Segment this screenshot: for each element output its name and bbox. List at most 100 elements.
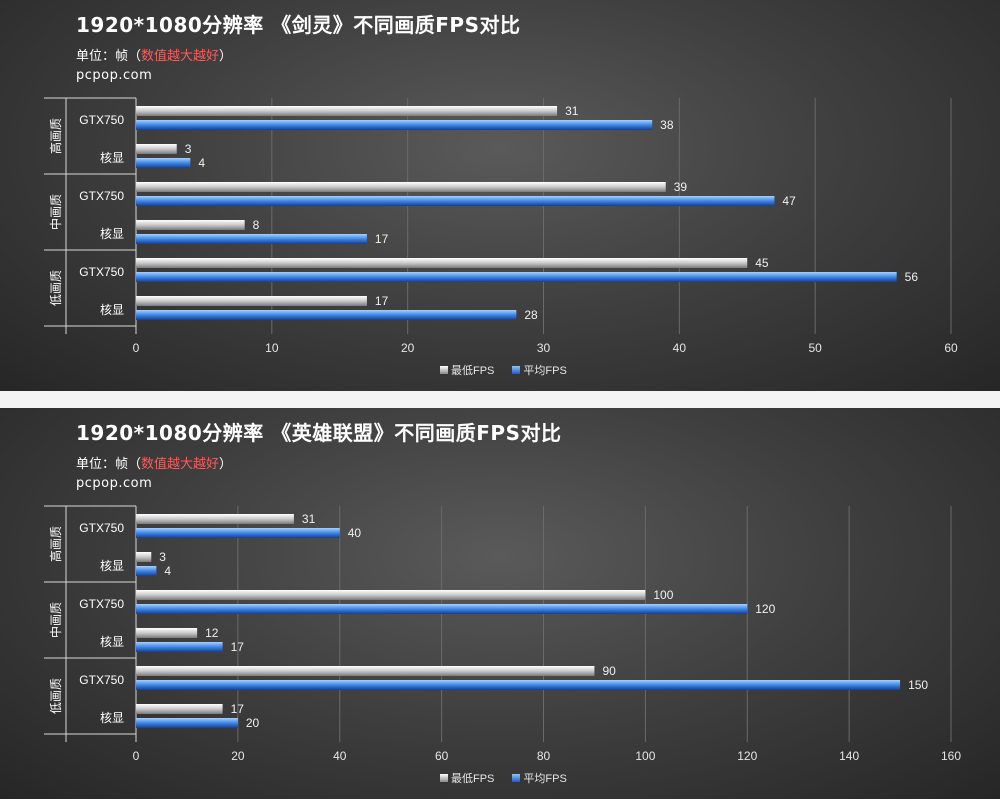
chart-title: 1920*1080分辨率 《剑灵》不同画质FPS对比 <box>76 13 521 37</box>
data-label: 12 <box>205 626 219 640</box>
category-label: GTX750 <box>79 597 124 611</box>
chart-panel-lol: 1920*1080分辨率 《英雄联盟》不同画质FPS对比 单位：帧（数值越大越好… <box>0 408 1000 799</box>
legend-swatch-avg <box>512 366 521 374</box>
category-label: GTX750 <box>79 113 124 127</box>
x-tick-label: 40 <box>673 341 687 355</box>
legend: 最低FPS 平均FPS <box>440 362 567 378</box>
category-label: 核显 <box>100 227 124 241</box>
bar-avg-fps <box>136 234 367 244</box>
legend-item-min: 最低FPS <box>440 362 494 378</box>
panel-divider <box>0 391 1000 408</box>
x-tick-label: 0 <box>133 341 140 355</box>
bar-avg-fps <box>136 566 157 576</box>
site-label: pcpop.com <box>76 68 153 83</box>
x-tick-label: 0 <box>133 749 140 763</box>
category-label: GTX750 <box>79 265 124 279</box>
site-label: pcpop.com <box>76 476 153 491</box>
data-label: 100 <box>653 588 673 602</box>
bar-min-fps <box>136 144 177 154</box>
unit-close: ） <box>219 457 233 472</box>
legend-item-avg: 平均FPS <box>512 362 567 378</box>
legend: 最低FPS 平均FPS <box>440 770 567 786</box>
bar-min-fps <box>136 590 646 600</box>
data-label: 17 <box>375 294 389 308</box>
bar-chart: 0 20 40 60 80 100 120 140 160 高画质 GTX750 31 40 核显 34 中画… <box>44 505 961 763</box>
x-tick-label: 100 <box>635 749 655 763</box>
bar-avg-fps <box>136 528 340 538</box>
category-label: GTX750 <box>79 189 124 203</box>
legend-label-avg: 平均FPS <box>523 365 567 377</box>
x-tick-label: 50 <box>808 341 822 355</box>
category-label: GTX750 <box>79 673 124 687</box>
bar-chart: 0 10 20 30 40 50 60 高画质 GTX750 31 38 核显 34 中画质 GTX750 3… <box>44 97 958 355</box>
category-label: 核显 <box>100 151 124 165</box>
bar-min-fps <box>136 106 558 116</box>
data-label: 3 <box>185 142 192 156</box>
bar-min-fps <box>136 220 245 230</box>
data-label: 40 <box>348 526 362 540</box>
data-label: 47 <box>782 194 796 208</box>
x-tick-label: 10 <box>265 341 279 355</box>
legend-item-avg: 平均FPS <box>512 770 567 786</box>
bar-avg-fps <box>136 718 238 728</box>
bar-min-fps <box>136 514 294 524</box>
group-label: 高画质 <box>48 526 63 562</box>
chart-title: 1920*1080分辨率 《英雄联盟》不同画质FPS对比 <box>76 421 562 445</box>
x-tick-label: 120 <box>737 749 757 763</box>
data-label: 150 <box>908 678 928 692</box>
x-tick-label: 20 <box>401 341 415 355</box>
unit-label: 单位：帧（ <box>76 49 142 64</box>
legend-label-min: 最低FPS <box>451 365 495 377</box>
unit-note: 数值越大越好 <box>141 457 220 472</box>
data-label: 17 <box>231 640 245 654</box>
group-label: 高画质 <box>48 118 63 154</box>
data-label: 56 <box>905 270 919 284</box>
x-tick-label: 160 <box>941 749 961 763</box>
data-label: 120 <box>755 602 775 616</box>
data-label: 31 <box>302 512 316 526</box>
x-tick-label: 60 <box>944 341 958 355</box>
unit-line: 单位：帧（数值越大越好） <box>76 453 232 472</box>
data-label: 3 <box>159 550 166 564</box>
data-label: 4 <box>164 564 171 578</box>
legend-swatch-avg <box>512 774 521 782</box>
data-label: 8 <box>253 218 260 232</box>
legend-label-min: 最低FPS <box>451 773 495 785</box>
bar-min-fps <box>136 704 223 714</box>
group-label: 低画质 <box>49 678 63 714</box>
x-tick-label: 20 <box>231 749 245 763</box>
category-label: 核显 <box>100 711 124 725</box>
data-label: 90 <box>602 664 616 678</box>
data-label: 38 <box>660 118 674 132</box>
unit-close: ） <box>219 49 233 64</box>
data-label: 17 <box>375 232 389 246</box>
legend-swatch-min <box>440 774 448 782</box>
bar-min-fps <box>136 552 152 562</box>
chart-panel-jianling: 1920*1080分辨率 《剑灵》不同画质FPS对比 单位：帧（数值越大越好） … <box>0 0 1000 391</box>
bar-avg-fps <box>136 642 223 652</box>
category-label: 核显 <box>100 559 124 573</box>
bar-min-fps <box>136 296 367 306</box>
bar-avg-fps <box>136 604 748 614</box>
data-label: 17 <box>231 702 245 716</box>
bar-min-fps <box>136 182 666 192</box>
legend-swatch-min <box>440 366 448 374</box>
bar-avg-fps <box>136 120 653 130</box>
data-label: 4 <box>198 156 205 170</box>
data-label: 31 <box>565 104 579 118</box>
group-label: 低画质 <box>49 270 63 306</box>
x-tick-label: 80 <box>537 749 551 763</box>
bar-min-fps <box>136 628 198 638</box>
x-tick-label: 60 <box>435 749 449 763</box>
data-label: 39 <box>674 180 688 194</box>
group-label: 中画质 <box>48 194 63 230</box>
data-label: 20 <box>246 716 260 730</box>
category-label: 核显 <box>100 303 124 317</box>
bar-avg-fps <box>136 310 517 320</box>
group-label: 中画质 <box>48 602 63 638</box>
data-label: 45 <box>755 256 769 270</box>
x-tick-label: 30 <box>537 341 551 355</box>
bar-avg-fps <box>136 680 901 690</box>
bar-avg-fps <box>136 158 191 168</box>
legend-label-avg: 平均FPS <box>523 773 567 785</box>
